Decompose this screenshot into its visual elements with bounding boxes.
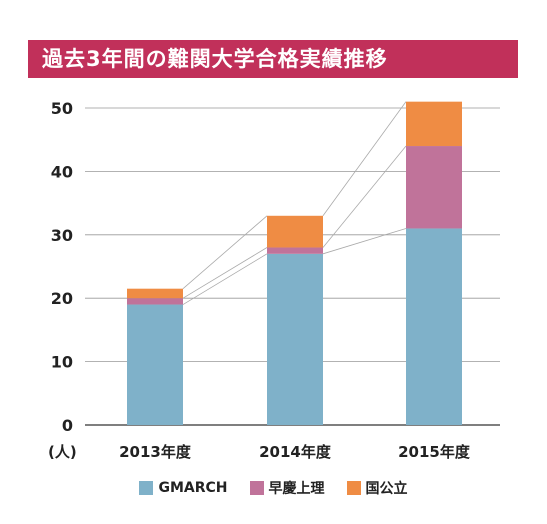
connector-line xyxy=(322,228,407,255)
legend: GMARCH 早慶上理 国公立 xyxy=(0,478,547,498)
bar-segment xyxy=(127,298,183,305)
bar-segment xyxy=(406,228,462,425)
legend-swatch xyxy=(346,481,361,495)
legend-label: GMARCH xyxy=(158,480,228,496)
y-axis-ticks: 0 10 20 30 40 50 xyxy=(51,99,73,435)
connector-line xyxy=(182,253,268,305)
bar-segment xyxy=(267,215,323,248)
x-tick-label: 2014年度 xyxy=(259,443,332,461)
bar-segment xyxy=(406,101,462,147)
bar-segment xyxy=(267,253,323,425)
x-tick-label: 2015年度 xyxy=(398,443,471,461)
bar-segment xyxy=(127,304,183,425)
chart-title: 過去3年間の難関大学合格実績推移 xyxy=(28,40,518,78)
bar-segment xyxy=(406,146,462,229)
y-tick-label: 40 xyxy=(51,162,73,181)
legend-item: 国公立 xyxy=(346,478,408,498)
legend-swatch xyxy=(139,481,154,495)
y-tick-label: 10 xyxy=(51,353,73,372)
y-tick-label: 30 xyxy=(51,226,73,245)
bar-segment xyxy=(127,288,183,299)
x-tick-label: 2013年度 xyxy=(119,443,192,461)
y-tick-label: 0 xyxy=(62,416,73,435)
connector-line xyxy=(322,145,407,248)
connector-line xyxy=(322,101,407,217)
connector-line xyxy=(182,215,268,289)
y-tick-label: 50 xyxy=(51,99,73,118)
y-unit-label: (人) xyxy=(48,443,77,461)
legend-swatch xyxy=(249,481,264,495)
x-axis-labels: 2013年度 2014年度 2015年度 xyxy=(119,443,471,461)
legend-label: 国公立 xyxy=(365,481,408,497)
y-tick-label: 20 xyxy=(51,289,73,308)
connector-lines xyxy=(182,101,407,305)
connector-line xyxy=(182,247,268,299)
legend-label: 早慶上理 xyxy=(268,481,325,497)
bar-segment xyxy=(267,247,323,254)
legend-item: 早慶上理 xyxy=(249,478,325,498)
bars xyxy=(127,101,462,425)
legend-item: GMARCH xyxy=(139,478,228,498)
